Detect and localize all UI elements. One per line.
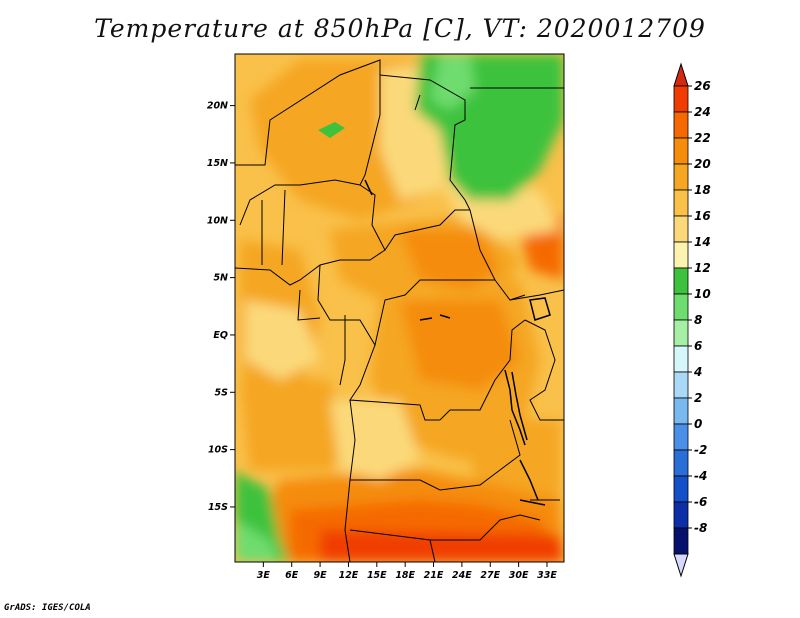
colorbar-label: 22 (694, 131, 711, 145)
colorbar-swatch (673, 449, 689, 477)
lon-tick-label: 6E (285, 570, 299, 581)
lat-tick-label: 10N (207, 215, 228, 226)
colorbar-label: -2 (694, 443, 707, 457)
lon-tick-label: 33E (537, 570, 557, 581)
lon-tick-label: 18E (395, 570, 415, 581)
colorbar-label: 26 (694, 79, 711, 93)
field-orange-angola (240, 380, 350, 470)
colorbar-label: 12 (694, 261, 711, 275)
lat-tick-label: EQ (213, 330, 228, 341)
lat-tick-label: 10S (208, 445, 228, 456)
field-orange-east (460, 420, 560, 500)
lakes (364, 179, 551, 506)
colorbar-swatch (673, 423, 689, 451)
field-darkorange-2 (400, 300, 520, 390)
colorbar-swatch (673, 215, 689, 243)
lon-tick-label: 27E (480, 570, 500, 581)
colorbar-swatch (673, 85, 689, 113)
lon-tick-label: 15E (367, 570, 387, 581)
lon-tick-label: 12E (339, 570, 359, 581)
colorbar-label: 2 (694, 391, 702, 405)
colorbar-swatch (673, 345, 689, 373)
map-frame (234, 53, 565, 563)
colorbar-swatch (673, 137, 689, 165)
footer-credit: GrADS: IGES/COLA (4, 603, 91, 613)
colorbar-swatch (673, 163, 689, 191)
colorbar-swatch (673, 475, 689, 503)
colorbar-swatch (673, 267, 689, 295)
colorbar-label: 4 (693, 365, 702, 379)
colorbar-label: 6 (694, 339, 702, 353)
field-lightgreen-southwest (235, 520, 280, 562)
colorbar-swatch (673, 189, 689, 217)
colorbar-swatch (673, 293, 689, 321)
colorbar-label: 18 (694, 183, 711, 197)
colorbar-label: 10 (694, 287, 711, 301)
colorbar-swatch (673, 501, 689, 529)
latitude-axis: 20N 15N 10N 5N EQ 5S 10S 15S (207, 101, 235, 513)
colorbar-bottom-arrow (673, 553, 689, 578)
colorbar-label: -6 (694, 495, 707, 509)
longitude-axis: 3E 6E 9E 12E 15E 18E 21E 24E 27E 30E 33E (257, 562, 557, 581)
lon-tick-label: 21E (424, 570, 444, 581)
chart-title: Temperature at 850hPa [C], VT: 202001270… (94, 14, 706, 43)
lat-tick-label: 20N (207, 101, 228, 112)
colorbar-top-arrow (673, 62, 689, 87)
colorbar-swatch (673, 397, 689, 425)
colorbar-label: -4 (694, 469, 707, 483)
colorbar-label: 16 (694, 209, 711, 223)
colorbar-label: 14 (694, 235, 711, 249)
colorbar-swatch (673, 527, 689, 555)
lon-tick-label: 3E (257, 570, 271, 581)
field-hottest-south (320, 530, 564, 562)
colorbar-label: 24 (694, 105, 711, 119)
lat-tick-label: 5S (215, 387, 229, 398)
field-green-patch (318, 122, 345, 138)
lon-tick-label: 24E (452, 570, 472, 581)
colorbar-label: -8 (694, 521, 707, 535)
colorbar-swatch (673, 319, 689, 347)
field-darkorange-1 (400, 230, 500, 290)
lon-tick-label: 9E (314, 570, 328, 581)
colorbar-swatch (673, 111, 689, 139)
colorbar-label: 0 (694, 417, 702, 431)
colorbar-label: 8 (694, 313, 702, 327)
colorbar-swatch (673, 241, 689, 269)
temperature-field (235, 54, 564, 562)
country-borders (235, 59, 564, 562)
lat-tick-label: 15N (207, 158, 228, 169)
lon-tick-label: 30E (509, 570, 529, 581)
lat-tick-label: 5N (213, 273, 228, 284)
lat-tick-label: 15S (208, 502, 228, 513)
field-lightgreen-north (430, 54, 475, 110)
colorbar-label: 20 (694, 157, 711, 171)
colorbar-swatch (673, 371, 689, 399)
